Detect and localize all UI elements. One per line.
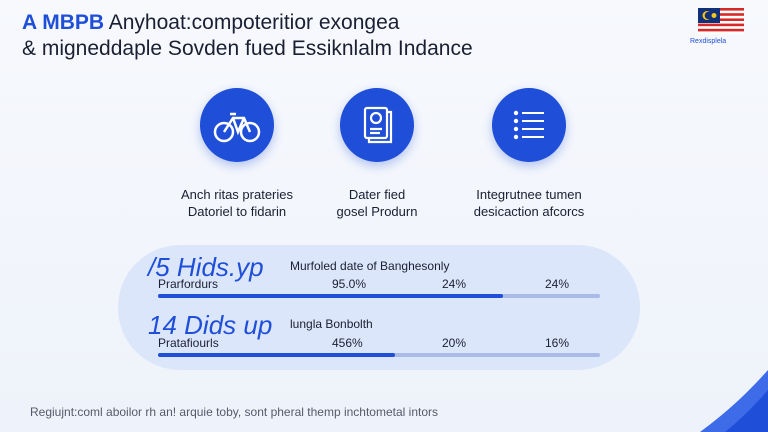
subtitle: & migneddaple Sovden fued Essiknlalm Ind… bbox=[22, 37, 473, 60]
title: A MBPB Anyhoat:compoteritior exongea & m… bbox=[22, 10, 473, 62]
feature: Dater fied gosel Produrn bbox=[277, 186, 477, 220]
feature-line: Integrutnee tumen bbox=[476, 187, 582, 202]
stats-panel bbox=[118, 245, 640, 370]
decor-swoosh bbox=[700, 370, 768, 432]
stat-headline: /5 Hids.yp bbox=[148, 252, 264, 282]
flag bbox=[698, 8, 744, 34]
icon-document bbox=[340, 88, 414, 162]
stat-value: 456% bbox=[332, 336, 363, 350]
flag-caption: Rexdisplela bbox=[690, 38, 727, 45]
stat-headline: 14 Dids up bbox=[148, 310, 273, 340]
stat-value: 16% bbox=[545, 336, 570, 350]
feature: Integrutnee tumen desicaction afcorcs bbox=[429, 186, 629, 220]
stat-value: 24% bbox=[442, 277, 467, 291]
feature-line: gosel Produrn bbox=[336, 204, 418, 219]
feature-line: desicaction afcorcs bbox=[473, 204, 585, 219]
feature: Anch ritas prateries Datoriel to fidarin bbox=[137, 186, 337, 220]
footer: Regiujnt:coml aboilor rh an! arquie toby… bbox=[30, 405, 438, 419]
feature-line: Dater fied bbox=[348, 187, 406, 202]
stat-value: 20% bbox=[442, 336, 467, 350]
stat-label: Prarfordurs bbox=[158, 277, 219, 291]
icon-list bbox=[492, 88, 566, 162]
progress-track bbox=[158, 294, 600, 298]
title-rest: Anyhoat:compoteritior exongea bbox=[108, 11, 400, 34]
icon-bike bbox=[200, 88, 274, 162]
progress-fill bbox=[158, 353, 395, 357]
title-highlight: A MBPB bbox=[22, 11, 105, 34]
feature-line: Anch ritas prateries bbox=[181, 187, 293, 202]
stat-label: Pratafiourls bbox=[158, 336, 219, 350]
stat-note: Murfoled date of Banghesonly bbox=[290, 259, 450, 273]
feature-line: Datoriel to fidarin bbox=[187, 204, 287, 219]
stat-note: lungla Bonbolth bbox=[290, 317, 373, 331]
progress-fill bbox=[158, 294, 503, 298]
progress-track bbox=[158, 353, 600, 357]
stat-value: 95.0% bbox=[332, 277, 367, 291]
stat-value: 24% bbox=[545, 277, 570, 291]
